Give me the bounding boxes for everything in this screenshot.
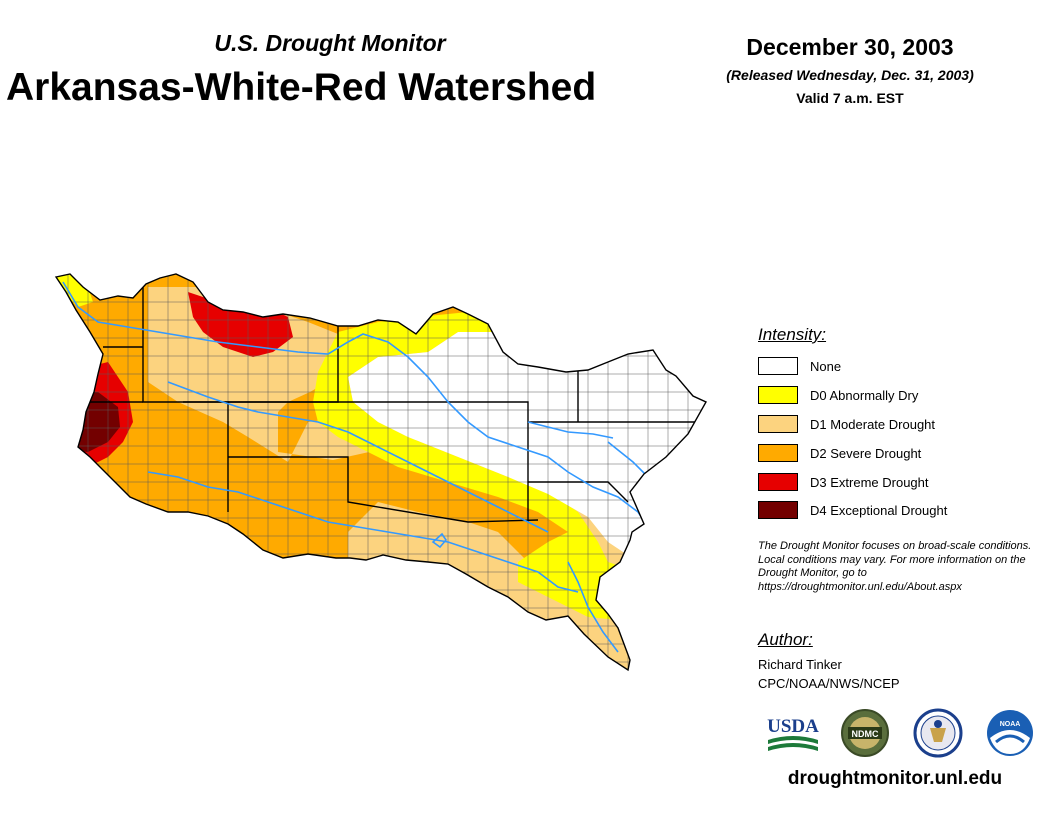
legend-swatch — [758, 415, 798, 433]
author-heading: Author: — [758, 630, 813, 649]
map-subtitle: U.S. Drought Monitor — [214, 30, 446, 56]
legend-swatch — [758, 444, 798, 462]
legend-item-d0: D0 Abnormally Dry — [758, 385, 918, 405]
legend-label: D4 Exceptional Drought — [810, 502, 948, 518]
legend-swatch — [758, 473, 798, 491]
legend-title: Intensity: — [758, 325, 827, 344]
commerce-seal — [912, 708, 964, 758]
legend-swatch — [758, 357, 798, 375]
map-date: December 30, 2003 — [746, 34, 954, 60]
legend-swatch — [758, 386, 798, 404]
svg-text:NOAA: NOAA — [1000, 721, 1021, 728]
author-name: Richard Tinker — [758, 657, 842, 672]
legend-item-d4: D4 Exceptional Drought — [758, 500, 947, 520]
usda-logo: USDA — [762, 708, 824, 758]
svg-text:USDA: USDA — [767, 716, 819, 737]
legend-label: D0 Abnormally Dry — [810, 387, 919, 403]
valid-time: Valid 7 a.m. EST — [796, 90, 904, 106]
disclaimer-note: The Drought Monitor focuses on broad-sca… — [758, 540, 1032, 593]
legend-label: None — [810, 358, 842, 374]
map-title: Arkansas-White-Red Watershed — [6, 66, 597, 109]
legend-label: D3 Extreme Drought — [810, 474, 929, 490]
author-organization: CPC/NOAA/NWS/NCEP — [758, 676, 900, 691]
legend-label: D2 Severe Drought — [810, 445, 922, 461]
legend-item-none: None — [758, 356, 841, 376]
state-borders — [88, 282, 706, 523]
legend-swatch — [758, 501, 798, 519]
legend-item-d3: D3 Extreme Drought — [758, 472, 929, 492]
release-date: (Released Wednesday, Dec. 31, 2003) — [726, 67, 974, 83]
noaa-logo: NOAA — [984, 708, 1036, 758]
website-link[interactable]: droughtmonitor.unl.edu — [787, 768, 1003, 789]
rivers — [62, 281, 664, 653]
ndmc-logo: NDMC — [840, 708, 890, 758]
watershed-map — [55, 273, 707, 671]
legend-label: D1 Moderate Drought — [810, 416, 936, 432]
legend-item-d1: D1 Moderate Drought — [758, 414, 935, 434]
legend-item-d2: D2 Severe Drought — [758, 443, 921, 463]
svg-text:NDMC: NDMC — [852, 729, 879, 739]
